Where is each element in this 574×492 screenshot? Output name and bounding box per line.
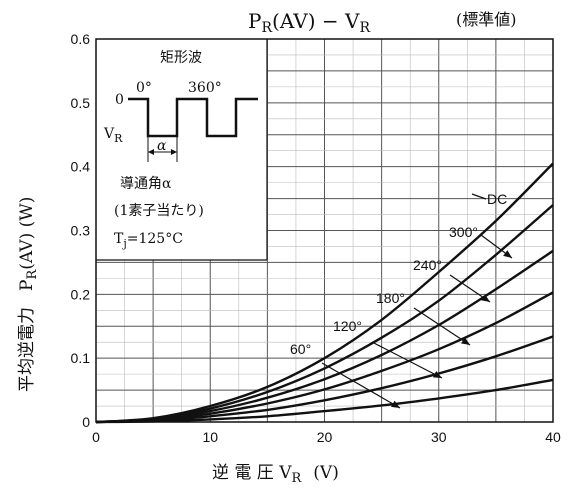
leader-240 bbox=[449, 274, 491, 303]
inset-zero-label: 0 bbox=[115, 92, 124, 108]
inset-per-element: (1素子当たり) bbox=[114, 203, 204, 219]
y-tick-label: 0.2 bbox=[71, 286, 91, 302]
inset-deg0-label: 0° bbox=[136, 80, 152, 96]
y-tick-label: 0.6 bbox=[71, 31, 91, 47]
inset-deg360-label: 360° bbox=[188, 80, 222, 96]
chart-subtitle: (標準値) bbox=[456, 10, 517, 29]
tick-labels: 0 10 20 30 40 0 0.1 0.2 0.3 0.4 0.5 0.6 bbox=[71, 31, 561, 445]
x-axis-title: 逆 電 圧 VR (V) bbox=[212, 463, 339, 486]
leader-dc bbox=[471, 193, 487, 200]
y-tick-label: 0.4 bbox=[71, 159, 91, 175]
y-axis-title-jp: 平均逆電力 bbox=[17, 307, 37, 392]
label-120: 120° bbox=[333, 318, 362, 334]
y-axis-title: 平均逆電力PR(AV) (W) bbox=[17, 197, 40, 392]
curve-annotations: DC 300° 240° 180° 120° 60° bbox=[290, 191, 513, 409]
inset-alpha-label: α bbox=[157, 138, 167, 154]
y-tick-label: 0 bbox=[82, 414, 90, 430]
svg-text:平均逆電力PR(AV) (W): 平均逆電力PR(AV) (W) bbox=[17, 197, 40, 392]
x-tick-label: 20 bbox=[317, 429, 333, 445]
leader-60 bbox=[321, 362, 401, 409]
label-180: 180° bbox=[376, 290, 405, 306]
plot-frame bbox=[95, 38, 554, 423]
alpha-arrow-right bbox=[171, 149, 177, 155]
x-tick-label: 10 bbox=[202, 429, 218, 445]
x-tick-label: 40 bbox=[545, 429, 561, 445]
x-tick-label: 30 bbox=[431, 429, 447, 445]
curve-60 bbox=[95, 378, 554, 424]
inset-title: 矩形波 bbox=[160, 50, 202, 66]
square-wave bbox=[128, 97, 258, 138]
curve-120 bbox=[95, 335, 554, 424]
y-tick-label: 0.1 bbox=[71, 350, 91, 366]
inset-tj-label: Tj=125°C bbox=[114, 231, 183, 250]
y-tick-label: 0.5 bbox=[71, 95, 91, 111]
curve-dc bbox=[95, 162, 554, 424]
alpha-arrow-left bbox=[148, 149, 154, 155]
leader-300 bbox=[480, 234, 513, 259]
leader-120 bbox=[371, 341, 443, 379]
inset-conduction-angle: 導通角α bbox=[120, 176, 172, 192]
label-300: 300° bbox=[449, 224, 478, 240]
x-tick-label: 0 bbox=[92, 429, 100, 445]
chart-title: PR(AV) − VR bbox=[248, 9, 370, 36]
label-60: 60° bbox=[290, 341, 311, 357]
leader-180 bbox=[413, 307, 471, 346]
y-axis-title-symbol: P bbox=[17, 280, 37, 291]
y-tick-label: 0.3 bbox=[71, 223, 91, 239]
label-dc: DC bbox=[487, 191, 507, 207]
label-240: 240° bbox=[413, 257, 442, 273]
inset-background bbox=[96, 39, 267, 260]
inset-panel: 矩形波 0 0° 360° VR α 導通角α (1素子当たり) Tj=125°… bbox=[96, 39, 268, 261]
inset-vr-label: VR bbox=[103, 126, 123, 145]
